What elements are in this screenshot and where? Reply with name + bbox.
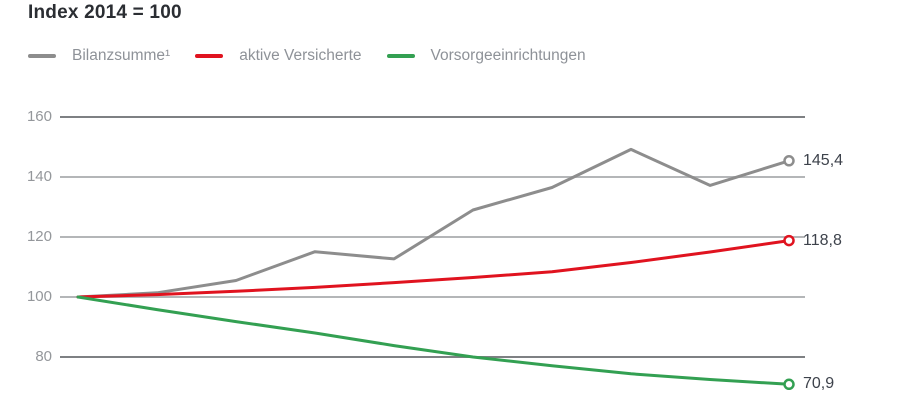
y-tick-label: 100 — [26, 288, 52, 305]
y-tick-label: 140 — [26, 168, 52, 185]
legend-label-bilanzsumme: Bilanzsumme¹ — [72, 47, 171, 64]
legend-label-aktive-versicherte: aktive Versicherte — [239, 47, 362, 64]
legend-dash-icon — [28, 54, 56, 58]
end-value-label-aktive-versicherte: 118,8 — [803, 231, 842, 249]
chart-title: Index 2014 = 100 — [28, 2, 182, 23]
y-tick-label: 120 — [26, 228, 52, 245]
legend-item-vorsorgeeinrichtungen: Vorsorgeeinrichtungen — [386, 47, 586, 65]
y-tick-label: 80 — [35, 348, 52, 365]
legend-dash-icon — [386, 54, 415, 58]
legend-item-bilanzsumme: Bilanzsumme¹ — [28, 47, 170, 65]
legend-label-vorsorgeeinrichtungen: Vorsorgeeinrichtungen — [430, 47, 586, 64]
legend-dash-icon — [195, 54, 224, 58]
legend: Bilanzsumme¹ aktive Versicherte Vorsorge… — [28, 47, 586, 65]
legend-item-aktive-versicherte: aktive Versicherte — [195, 47, 362, 65]
end-value-label-vorsorgeeinrichtungen: 70,9 — [803, 375, 835, 393]
end-value-label-bilanzsumme: 145,4 — [803, 151, 844, 169]
y-tick-label: 160 — [26, 108, 52, 125]
